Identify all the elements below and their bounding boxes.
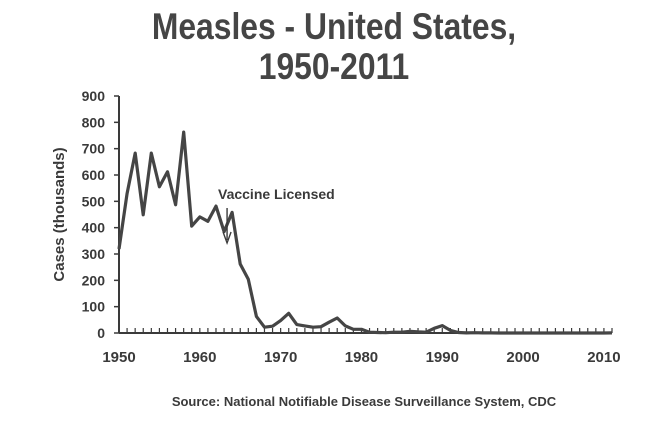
- chart-title-line2: 1950-2011: [258, 46, 410, 87]
- y-axis-label: Cases (thousands): [51, 147, 68, 281]
- y-tick-label: 500: [82, 193, 106, 209]
- x-tick-label: 1990: [426, 349, 459, 366]
- y-tick-label: 800: [82, 114, 106, 130]
- x-tick-label: 2010: [587, 349, 620, 366]
- source-note: Source: National Notifiable Disease Surv…: [171, 394, 557, 409]
- y-tick-label: 700: [82, 141, 106, 157]
- x-tick-label: 1960: [183, 349, 216, 366]
- y-tick-label: 0: [97, 325, 105, 341]
- y-tick-label: 400: [82, 220, 106, 236]
- y-tick-label: 100: [82, 299, 106, 315]
- chart-title-line1: Measles - United States,: [151, 6, 517, 47]
- x-tick-label: 1980: [345, 349, 378, 366]
- y-tick-label: 200: [82, 272, 106, 288]
- y-tick-label: 300: [82, 246, 106, 262]
- y-tick-label: 900: [82, 88, 106, 104]
- series-line-measles: [117, 130, 613, 335]
- x-tick-label: 1970: [264, 349, 297, 366]
- y-tick-label: 600: [82, 167, 106, 183]
- annotation-vaccine-licensed: Vaccine Licensed: [218, 186, 335, 202]
- annotation-arrowhead: [222, 231, 232, 246]
- x-tick-label: 2000: [506, 349, 539, 366]
- y-axis-ticks: 0 100 200 300 400 500 600 700 800 900: [82, 88, 119, 341]
- x-tick-label: 1950: [102, 349, 135, 366]
